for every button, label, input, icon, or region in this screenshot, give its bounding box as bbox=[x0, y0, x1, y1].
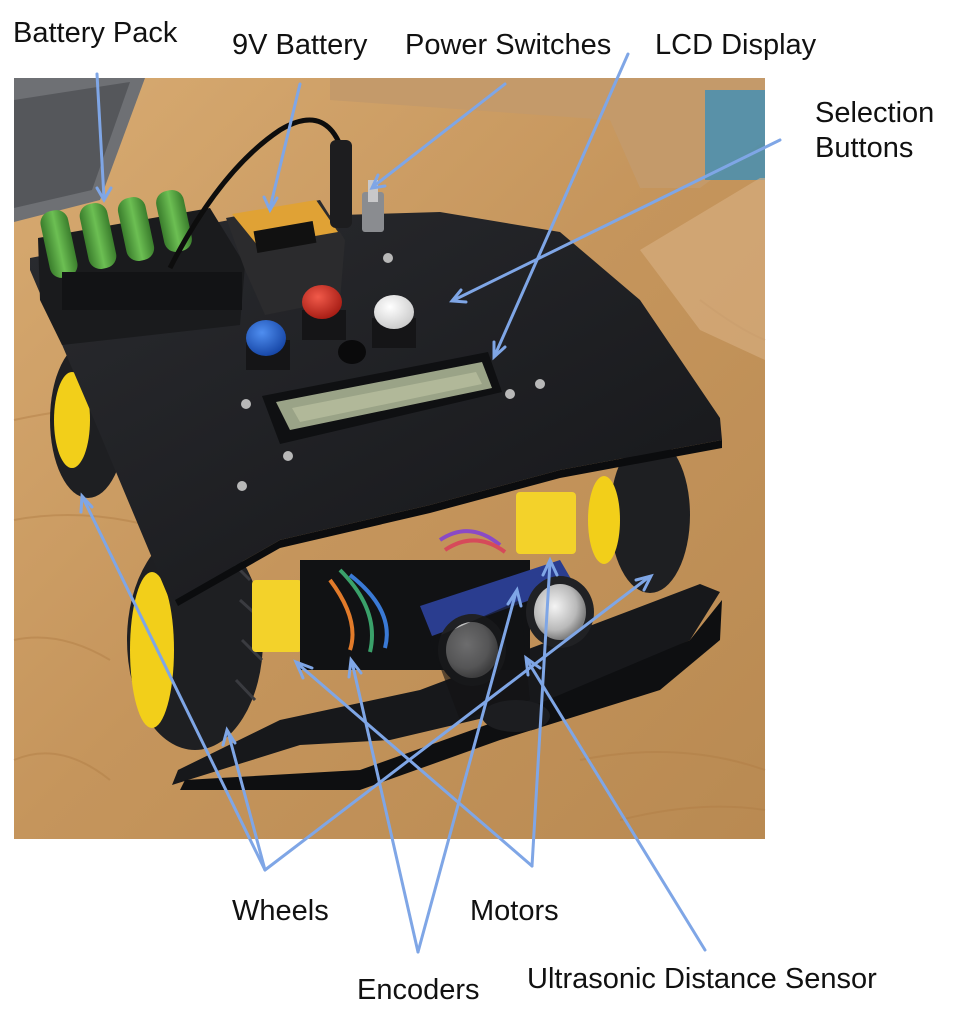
label-encoders: Encoders bbox=[357, 974, 480, 1006]
arrow-wheels-right bbox=[263, 575, 651, 872]
power-switch-image bbox=[362, 180, 384, 232]
label-wheels: Wheels bbox=[232, 895, 329, 927]
lcd-display-image bbox=[237, 253, 545, 491]
label-ultrasonic-distance-sensor: Ultrasonic Distance Sensor bbox=[527, 963, 877, 995]
front-left-wheel bbox=[127, 530, 264, 750]
rear-wheels bbox=[50, 342, 690, 593]
arrow-selection-buttons bbox=[452, 138, 782, 302]
arrow-9v-battery bbox=[268, 82, 302, 210]
label-motors: Motors bbox=[470, 895, 559, 927]
arrow-wheels-front bbox=[226, 730, 267, 872]
label-9v-battery: 9V Battery bbox=[232, 29, 368, 61]
arrow-power-switches bbox=[372, 82, 507, 188]
arrow-wheels-left bbox=[81, 496, 267, 872]
label-selection-buttons: Selection Buttons bbox=[815, 97, 935, 165]
cardboard-box-image bbox=[330, 78, 765, 188]
arrow-motors-right bbox=[530, 560, 552, 868]
encoder-wires-image bbox=[328, 529, 507, 653]
annotation-arrows bbox=[79, 52, 782, 954]
selection-buttons-image bbox=[246, 285, 416, 370]
arrow-motors-left bbox=[296, 662, 534, 868]
arrow-battery-pack bbox=[95, 72, 106, 200]
label-power-switches: Power Switches bbox=[405, 29, 612, 61]
label-battery-pack: Battery Pack bbox=[13, 17, 178, 49]
battery-pack-image bbox=[38, 117, 348, 345]
arrow-lcd-display bbox=[493, 52, 630, 357]
arrow-encoders-left bbox=[350, 660, 420, 954]
arrow-ultrasonic-sensor bbox=[525, 658, 707, 952]
label-lcd-display: LCD Display bbox=[655, 29, 817, 61]
arrow-encoders-right bbox=[416, 590, 518, 954]
